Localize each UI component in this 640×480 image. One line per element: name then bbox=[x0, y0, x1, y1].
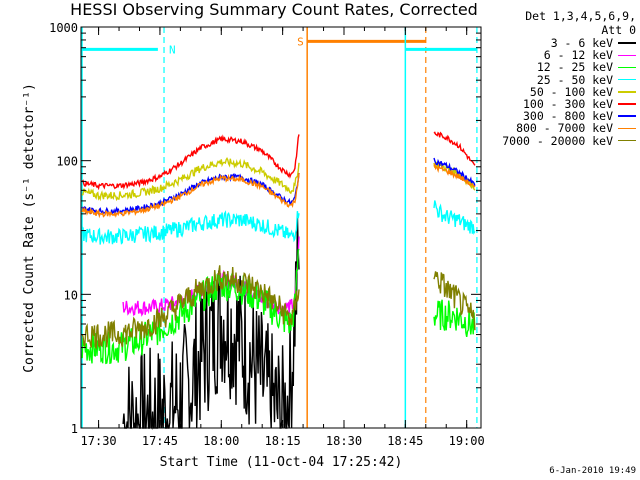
x-tick-label: 17:30 bbox=[81, 434, 117, 448]
legend: Det 1,3,4,5,6,9, Att 0 3 - 6 keV 6 - 12 k… bbox=[470, 9, 636, 148]
series-layer bbox=[81, 131, 476, 430]
series-line bbox=[433, 131, 476, 166]
x-tick-label: 19:00 bbox=[449, 434, 485, 448]
annotation-label: N bbox=[169, 43, 176, 56]
legend-swatch bbox=[618, 91, 636, 93]
legend-entry: 6 - 12 keV bbox=[470, 48, 636, 63]
annotation-layer: NS bbox=[81, 27, 478, 428]
legend-label: 50 - 100 keV bbox=[529, 84, 613, 99]
x-axis-label: Start Time (11-Oct-04 17:25:42) bbox=[160, 455, 403, 470]
x-tick-label: 18:00 bbox=[203, 434, 239, 448]
legend-header-line-2: Att 0 bbox=[601, 22, 636, 37]
legend-header-line-1: Det 1,3,4,5,6,9, bbox=[525, 9, 636, 23]
legend-swatch bbox=[618, 78, 636, 81]
series-line bbox=[81, 172, 300, 219]
legend-swatch bbox=[618, 66, 636, 69]
series-line bbox=[81, 210, 300, 245]
y-tick-label: 100 bbox=[56, 155, 78, 169]
plot-frame bbox=[80, 26, 482, 429]
legend-entry: 100 - 300 keV bbox=[470, 97, 636, 112]
x-tick-label: 18:45 bbox=[387, 434, 423, 448]
x-tick-label: 18:15 bbox=[265, 434, 301, 448]
annotation-label: S bbox=[297, 35, 304, 48]
legend-entry: 12 - 25 keV bbox=[470, 60, 636, 75]
legend-label: 7000 - 20000 keV bbox=[502, 133, 613, 148]
series-line bbox=[433, 162, 476, 189]
legend-label: 3 - 6 keV bbox=[550, 36, 613, 51]
legend-entry: 7000 - 20000 keV bbox=[470, 133, 636, 148]
legend-swatch bbox=[618, 42, 636, 44]
legend-swatch bbox=[618, 127, 636, 130]
legend-swatch bbox=[618, 115, 636, 117]
axes-layer: 17:30 17:45 18:00 18:15 18:30 18:45 19:00 1 10 10… bbox=[49, 21, 485, 448]
timestamp: 6-Jan-2010 19:49 bbox=[549, 466, 636, 476]
series-line bbox=[81, 156, 300, 202]
series-line bbox=[433, 299, 476, 338]
legend-entry: 50 - 100 keV bbox=[470, 84, 636, 99]
legend-label: 12 - 25 keV bbox=[536, 60, 613, 75]
series-line bbox=[81, 134, 300, 191]
legend-label: 6 - 12 keV bbox=[543, 48, 613, 63]
legend-label: 300 - 800 keV bbox=[522, 109, 613, 124]
legend-entry: 3 - 6 keV bbox=[470, 36, 636, 51]
legend-label: 25 - 50 keV bbox=[536, 72, 613, 87]
legend-label: 800 - 7000 keV bbox=[516, 121, 613, 136]
legend-entry: 300 - 800 keV bbox=[470, 109, 636, 124]
y-tick-label: 1000 bbox=[49, 21, 78, 35]
legend-entry: 800 - 7000 keV bbox=[470, 121, 636, 136]
legend-swatch bbox=[618, 54, 636, 57]
x-tick-label: 18:30 bbox=[326, 434, 362, 448]
y-axis-label: Corrected Count Rate (s⁻¹ detector⁻¹) bbox=[22, 83, 37, 373]
series-line bbox=[122, 215, 300, 430]
series-line bbox=[81, 265, 300, 351]
x-tick-label: 17:45 bbox=[142, 434, 178, 448]
series-line bbox=[433, 271, 476, 331]
y-tick-label: 1 bbox=[71, 422, 78, 436]
chart-title: HESSI Observing Summary Count Rates, Cor… bbox=[70, 0, 478, 19]
legend-entry: 25 - 50 keV bbox=[470, 72, 636, 87]
series-line bbox=[81, 172, 300, 216]
y-tick-label: 10 bbox=[64, 288, 78, 302]
legend-swatch bbox=[618, 103, 636, 105]
series-line bbox=[433, 200, 476, 235]
legend-swatch bbox=[618, 139, 636, 142]
legend-label: 100 - 300 keV bbox=[522, 97, 613, 112]
